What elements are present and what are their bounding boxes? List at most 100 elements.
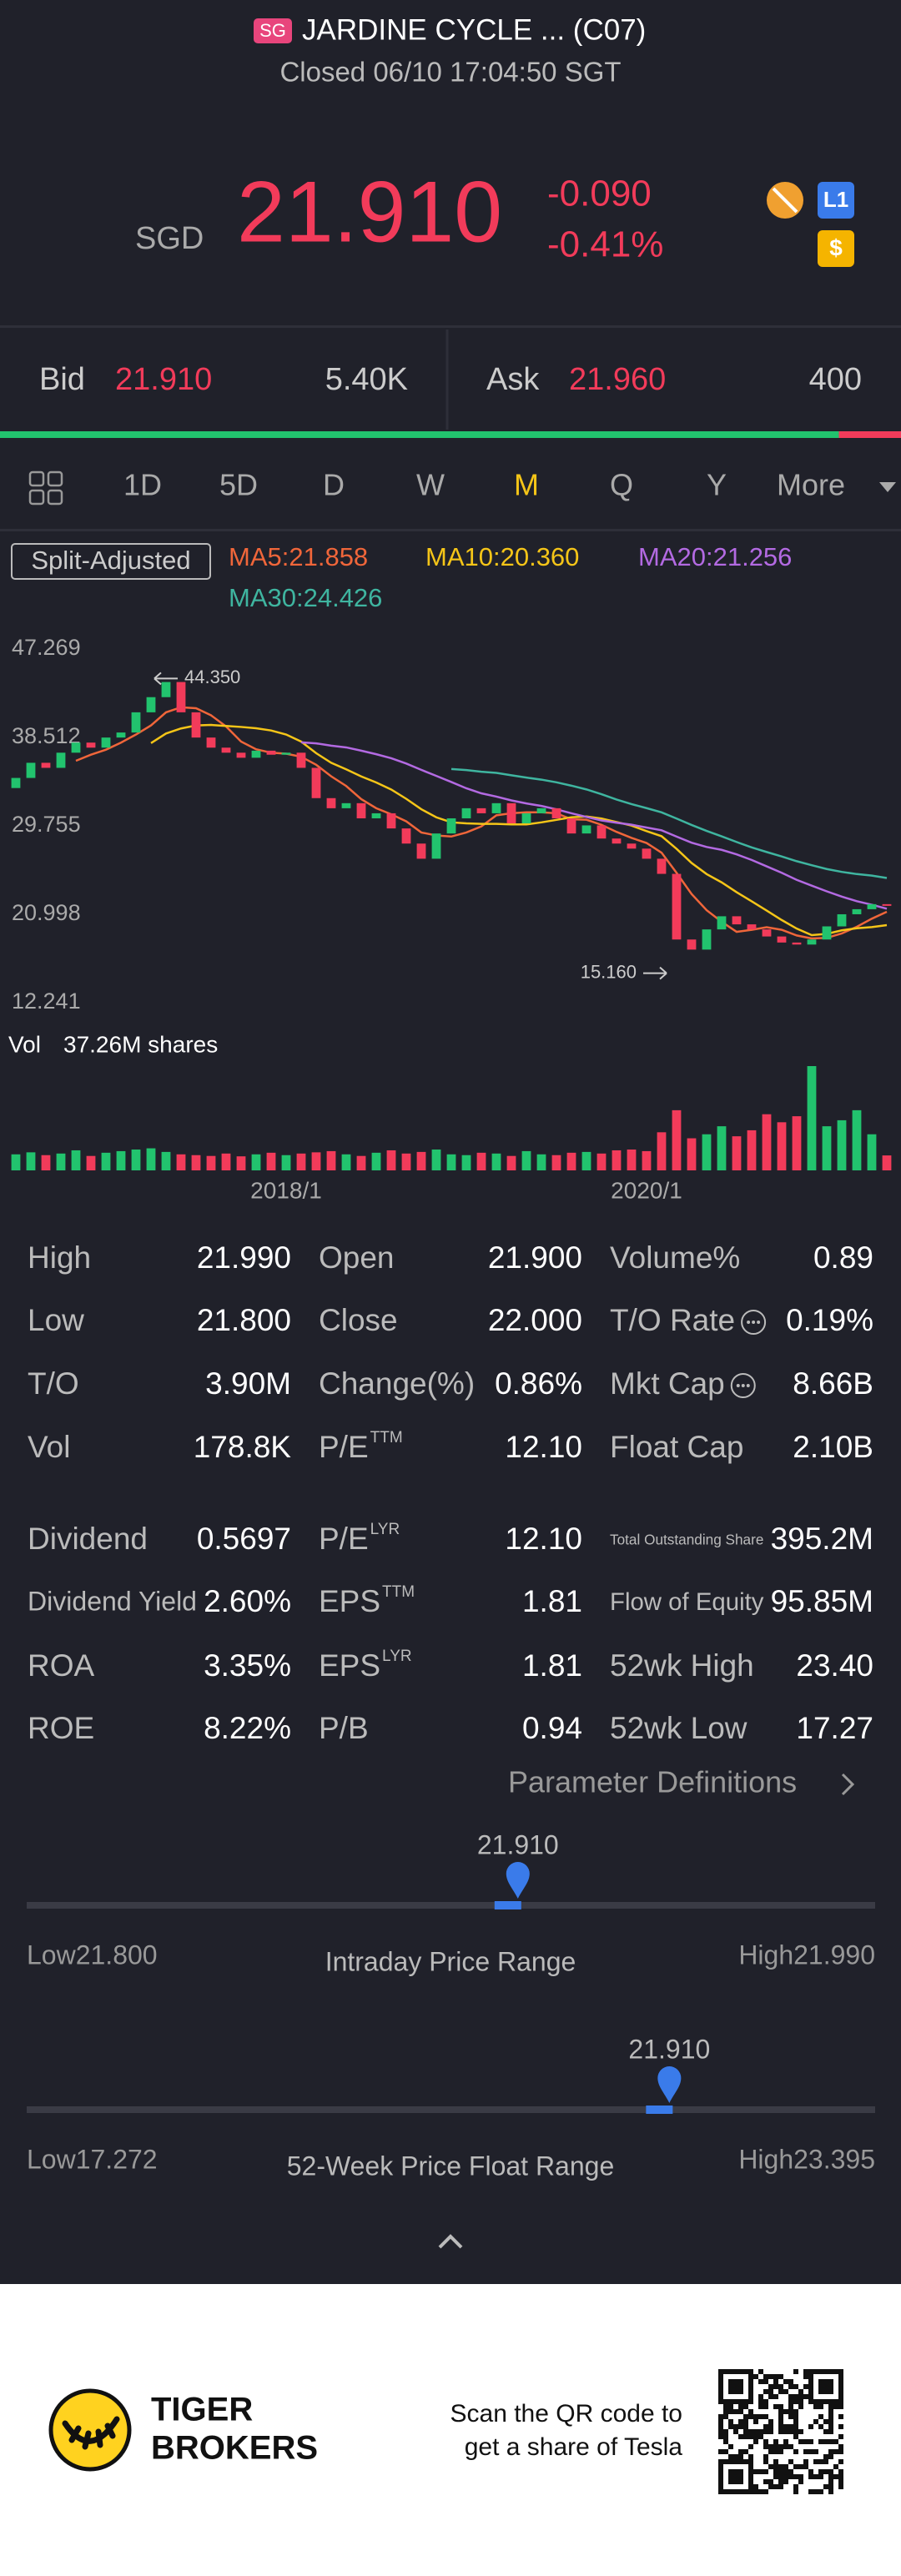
volume-bar [446,1154,456,1170]
period-tab[interactable]: W [416,468,445,502]
ask-label: Ask [486,362,540,397]
stat-value: 1.81 [522,1584,582,1618]
range-current: 21.910 [477,1829,559,1859]
candle-body [176,682,186,712]
volume-bar [747,1130,757,1170]
candle-body [11,777,21,788]
candle-body [161,682,171,697]
range-track [27,1902,875,1909]
period-tab[interactable]: Y [707,468,727,502]
candle-body [71,742,81,753]
separator [0,325,901,328]
stat-value: 0.19% [786,1303,873,1337]
stat-label-sup: TTM [370,1429,403,1446]
stat-label: Dividend Yield [28,1586,197,1616]
candle-body [581,825,591,834]
range-high: 21.990 [793,1940,875,1970]
ask-price: 21.960 [569,362,666,397]
volume-bar [131,1150,141,1170]
brand-line: TIGER [151,2392,253,2428]
stat-value: 12.10 [505,1430,582,1464]
stat-value: 2.10B [793,1430,873,1464]
stat-value: 8.22% [204,1711,291,1745]
candle-body [401,828,411,844]
info-icon[interactable] [730,1373,756,1398]
y-tick-label: 38.512 [12,723,81,748]
period-tab[interactable]: D [323,468,345,502]
period-tab[interactable]: M [514,468,539,502]
ma-legend: MA5:21.858 [229,542,368,571]
price-change: -0.090 [547,174,652,214]
candle-body [251,750,261,758]
info-icon[interactable] [741,1310,767,1335]
volume-bar [762,1114,772,1170]
volume-bar [596,1153,607,1170]
candle-body [566,818,576,834]
stat-label: High [28,1240,91,1275]
candle-body [236,752,246,758]
volume-bar [581,1151,591,1170]
parameter-link[interactable]: Parameter Definitions [508,1765,797,1799]
ma-legend: MA20:21.256 [638,542,792,571]
candle-body [747,924,757,930]
candle-body [506,802,516,824]
candle-body [101,737,111,748]
candle-body [416,843,426,859]
volume-bar [266,1152,276,1170]
volume-bar [431,1150,441,1170]
stat-label: Flow of Equity [610,1588,764,1616]
range-title: Intraday Price Range [325,1946,576,1976]
volume-bar [416,1151,426,1170]
stat-label: ROE [28,1711,94,1745]
stat-label-sup: LYR [370,1521,400,1538]
info-icon-dot [747,1321,751,1324]
volume-bar [476,1152,486,1170]
period-tab[interactable]: 1D [123,468,162,502]
period-tab[interactable]: 5D [219,468,258,502]
volume-bar [146,1148,156,1170]
currency-badge-text: $ [829,234,843,260]
stat-label: Dividend [28,1522,148,1556]
period-tab[interactable]: More [777,468,845,502]
volume-bar [176,1154,186,1170]
candle-body [146,697,156,712]
candle-body [792,942,802,945]
stat-label-sup: TTM [382,1583,415,1601]
volume-bar [702,1134,712,1170]
range-pin [506,1862,530,1899]
ask-volume-bar [838,431,901,438]
brand-line: BROKERS [151,2430,318,2467]
stat-value: 8.66B [793,1366,873,1401]
candle-body [612,838,622,844]
candle-body [371,813,381,818]
volume-bar [807,1066,817,1170]
stat-value: 0.94 [522,1711,582,1745]
stat-value: 395.2M [771,1522,873,1556]
stat-label: Change(%) [319,1366,475,1401]
separator [0,529,901,531]
range-track [27,2106,875,2113]
logo-stripes [62,2416,120,2450]
last-price: 21.910 [237,164,502,260]
volume-bar [371,1152,381,1170]
range-title: 52-Week Price Float Range [287,2151,614,2181]
candle-body [777,936,787,943]
volume-bar [206,1155,216,1170]
period-tab[interactable]: Q [610,468,633,502]
range-pin [657,2066,682,2103]
volume-bar [296,1153,306,1170]
y-tick-label: 20.998 [12,900,81,925]
candle-body [461,808,471,818]
range-low-prefix: Low [27,1940,77,1970]
stat-value: 1.81 [522,1648,582,1683]
moving-average-line [150,723,888,937]
volume-bar [657,1132,667,1170]
stat-label: Vol [28,1430,70,1464]
stat-value: 22.000 [488,1303,582,1337]
annotation-label: 44.350 [184,667,240,687]
market-badge-text: SG [259,20,286,41]
candle-body [326,797,336,808]
volume-bar [536,1154,546,1170]
range-high-prefix: High [738,1940,793,1970]
